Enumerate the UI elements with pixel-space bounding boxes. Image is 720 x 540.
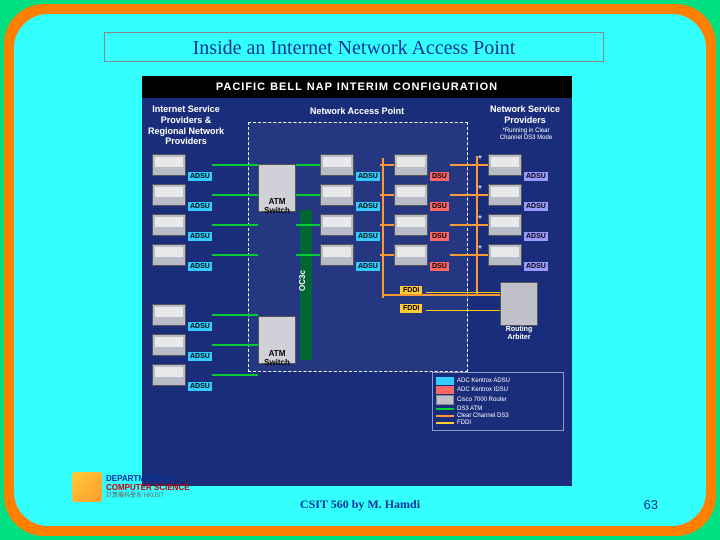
right-subnote: *Running in ClearChannel DS3 Mode	[484, 128, 568, 141]
fddi-2: FDDI	[400, 304, 422, 313]
col-mid-header: Network Access Point	[287, 106, 427, 117]
routing-arbiter	[500, 282, 538, 326]
slide-title: Inside an Internet Network Access Point	[104, 32, 604, 62]
page-number: 63	[644, 497, 658, 512]
oc3-label: OC3c	[298, 270, 307, 291]
col-right-header: Network ServiceProviders	[482, 104, 568, 126]
slide-footer: CSIT 560 by M. Hamdi	[14, 497, 706, 512]
nap-diagram: PACIFIC BELL NAP INTERIM CONFIGURATION I…	[142, 76, 572, 486]
slide-inner: Inside an Internet Network Access Point …	[14, 14, 706, 526]
col-left-header: Internet ServiceProviders &Regional Netw…	[146, 104, 226, 147]
diagram-banner: PACIFIC BELL NAP INTERIM CONFIGURATION	[142, 76, 572, 98]
diagram-legend: ADC Kentrox ADSU ADC Kentrox IDSU Cisco …	[432, 372, 564, 431]
slide-frame: Inside an Internet Network Access Point …	[4, 4, 716, 536]
